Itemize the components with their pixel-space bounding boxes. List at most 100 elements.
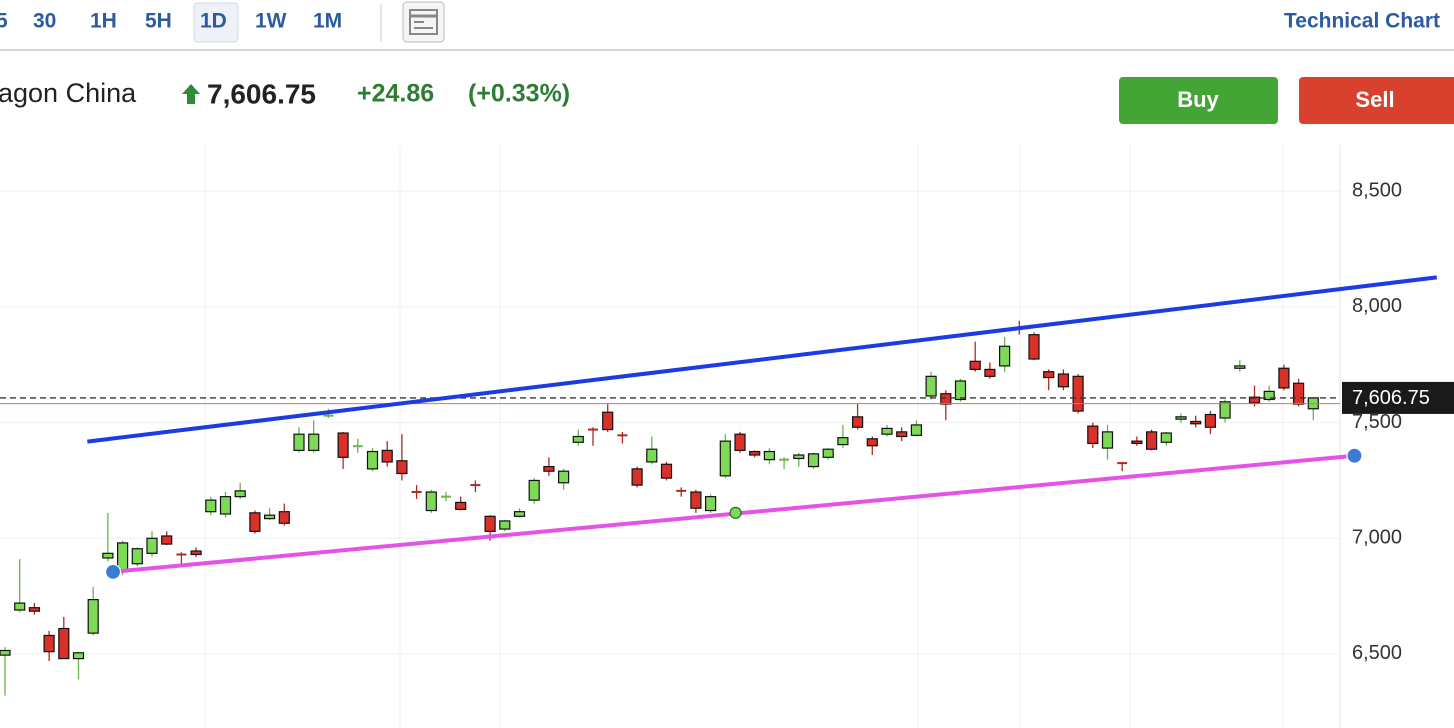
buy-button[interactable]: Buy (1119, 77, 1278, 124)
candle-body (866, 438, 878, 447)
candle-body (381, 449, 393, 463)
candle-body (704, 496, 717, 512)
candle-body (14, 602, 26, 611)
candle-body (572, 435, 584, 443)
candle-body (28, 607, 40, 612)
candle-body (425, 491, 437, 512)
candle-body (1087, 425, 1099, 445)
candle-body (1248, 396, 1261, 404)
candle-body (499, 520, 511, 530)
candle-body (190, 550, 202, 556)
candle-body (660, 463, 673, 479)
candle-body (146, 537, 158, 554)
y-tick-label: 7,000 (1352, 527, 1402, 549)
candle-body (1190, 420, 1202, 425)
candle-body (602, 411, 614, 431)
candle-body (1072, 375, 1084, 412)
candle-body (102, 552, 114, 559)
candle-body (734, 433, 746, 451)
quote-change-pct: (+0.33%) (468, 80, 570, 108)
candle-body (1204, 413, 1217, 428)
interval-tab[interactable]: 30 (33, 10, 56, 33)
candle-body (984, 368, 996, 377)
candle-body (205, 499, 217, 513)
candle-body (1278, 367, 1290, 389)
candle-body (43, 634, 55, 653)
quote-change: +24.86 (357, 80, 434, 108)
candle-body (264, 514, 276, 520)
candle-body (719, 440, 731, 477)
candle-body (1043, 371, 1055, 379)
candle-body (293, 433, 305, 451)
interval-tab[interactable]: 1D (200, 10, 227, 33)
sell-label[interactable]: Sell (1355, 87, 1394, 112)
instrument-name: agon China (0, 78, 137, 108)
candle-body (793, 454, 805, 460)
y-tick-label: 8,000 (1352, 295, 1402, 317)
candle-body (881, 427, 893, 435)
candle-body (528, 479, 540, 501)
buy-label[interactable]: Buy (1177, 87, 1219, 112)
candle-body (1145, 431, 1158, 450)
last-price-label: 7,606.75 (1352, 387, 1430, 409)
candle-body (837, 437, 849, 446)
candle-body (337, 432, 349, 458)
candle-body (940, 393, 952, 405)
candle-body (1292, 382, 1305, 405)
candle-body (998, 345, 1011, 367)
vertical-grid (204, 145, 1284, 728)
candle-body (308, 433, 320, 451)
candle-body (87, 599, 99, 634)
candle-body (925, 375, 937, 397)
trendline-anchor (104, 563, 122, 580)
last-price-tag (1342, 381, 1454, 414)
candle-body (807, 453, 820, 468)
candle-body (910, 424, 923, 436)
candle-body (543, 465, 555, 472)
technical-chart-link[interactable]: Technical Chart (1284, 10, 1440, 33)
candle-body (234, 490, 246, 498)
candle-body (131, 548, 143, 565)
candle-body (822, 448, 834, 458)
selected-tab-bg (193, 2, 239, 43)
candle-body (1263, 390, 1275, 401)
y-tick-label: 7,500 (1352, 411, 1402, 433)
interval-tab[interactable]: 1H (90, 10, 117, 33)
candle-body (1131, 440, 1143, 445)
candle-body (455, 501, 467, 510)
y-tick-label: 6,500 (1352, 642, 1402, 664)
plot-area: 6,500 7,000 7,500 8,000 8,500 7,606.75 (0, 180, 1454, 696)
candle-body (749, 450, 761, 456)
candle-body (1028, 334, 1040, 360)
candle-body (851, 416, 864, 428)
candle-body (646, 448, 658, 463)
candle-body (161, 535, 173, 545)
interval-tab[interactable]: 1M (313, 10, 342, 33)
candle-body (631, 468, 643, 486)
candle-body (366, 450, 379, 470)
layout-icon[interactable] (402, 1, 445, 43)
trendline-anchor (1346, 447, 1363, 464)
interval-toolbar: 5 30 1H 5H 1D 1W 1M (0, 2, 342, 43)
candle-body (1057, 373, 1070, 388)
quote-price: 7,606.75 (207, 78, 316, 109)
candle-body (249, 512, 261, 532)
candle-body (513, 511, 526, 517)
candle-body (396, 460, 408, 475)
interval-tab[interactable]: 1W (255, 10, 287, 33)
candle-body (557, 470, 570, 484)
candle-body (1175, 416, 1187, 420)
candle-body (896, 431, 908, 438)
interval-tab[interactable]: 5H (145, 10, 172, 33)
candle-body (484, 515, 496, 532)
candle-body (1101, 431, 1114, 449)
candle-body (763, 450, 776, 461)
interval-tab[interactable]: 5 (0, 10, 8, 33)
candle-body (219, 496, 232, 515)
candle-body (1160, 432, 1172, 443)
candle-body (1234, 365, 1246, 369)
candle-body (1219, 401, 1231, 419)
sell-button[interactable]: Sell (1299, 77, 1454, 124)
trendline (87, 275, 1438, 444)
